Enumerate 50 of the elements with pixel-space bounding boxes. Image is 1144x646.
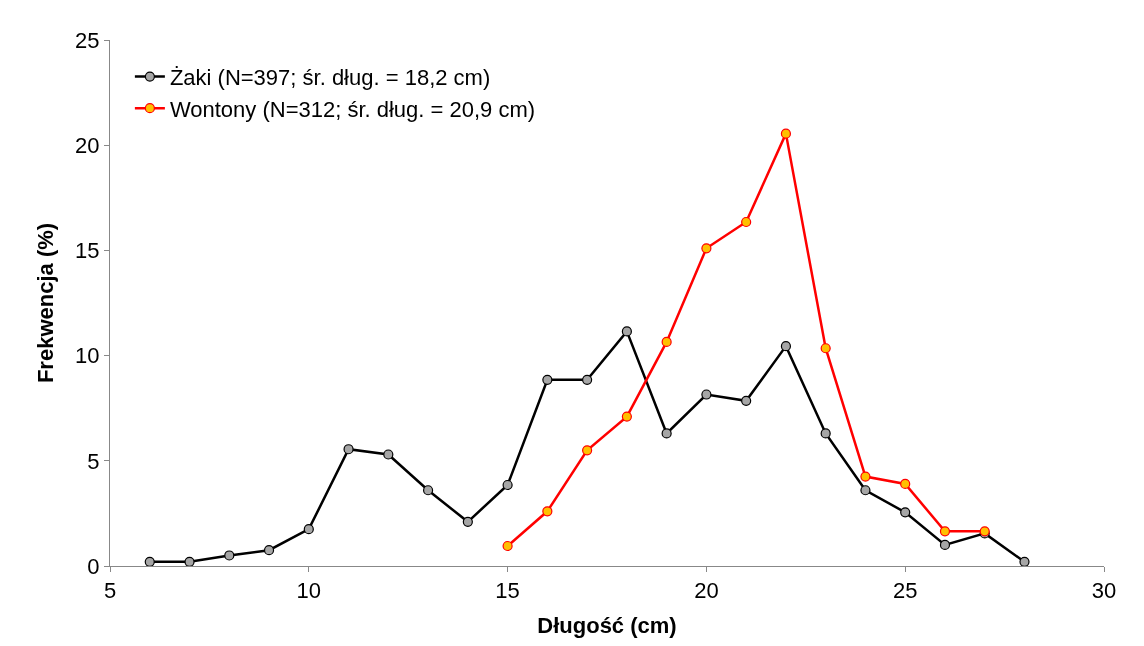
x-tick-label: 5 (103, 578, 117, 604)
point (741, 216, 752, 228)
y-tick-label: 0 (87, 553, 100, 579)
x-axis-title: Długość (cm) (537, 613, 677, 639)
point (502, 479, 513, 491)
y-tick-label: 5 (87, 448, 100, 474)
x-tick-label: 15 (495, 578, 520, 604)
point (263, 545, 275, 556)
point (582, 445, 593, 456)
x-tick-label: 30 (1091, 578, 1117, 604)
point (184, 556, 195, 566)
point (661, 336, 672, 348)
point (860, 485, 871, 496)
point (422, 485, 434, 496)
point (701, 243, 712, 254)
x-tick-label: 20 (694, 578, 719, 604)
y-tick-label: 20 (75, 132, 100, 158)
x-tick-label: 25 (892, 578, 918, 604)
point (462, 516, 473, 527)
point (820, 428, 831, 439)
y-axis-title: Frekwencja (%) (32, 222, 58, 384)
point (860, 471, 871, 482)
point (741, 395, 752, 406)
point (303, 524, 314, 535)
legend-label: Żaki (N=397; śr. dług. = 18,2 cm) (169, 65, 491, 91)
point (144, 556, 155, 566)
legend-label: Wontony (N=312; śr. dług. = 20,9 cm) (169, 96, 536, 122)
point (701, 389, 712, 400)
point (939, 539, 951, 551)
point (900, 478, 911, 490)
x-tick-label: 10 (296, 578, 322, 604)
point (780, 128, 792, 139)
point (820, 343, 831, 354)
y-tick-label: 25 (75, 27, 100, 53)
y-tick-label: 15 (75, 238, 100, 264)
point (502, 540, 513, 552)
point (383, 449, 394, 460)
point (542, 506, 553, 517)
point (621, 326, 632, 337)
point (780, 341, 792, 352)
point (939, 526, 951, 537)
point (900, 507, 911, 518)
point (224, 550, 235, 561)
point (542, 374, 553, 385)
y-tick-label: 10 (75, 343, 100, 369)
point (343, 444, 354, 455)
point (1019, 556, 1030, 566)
point (661, 428, 672, 439)
point (582, 374, 593, 385)
point (621, 411, 632, 422)
